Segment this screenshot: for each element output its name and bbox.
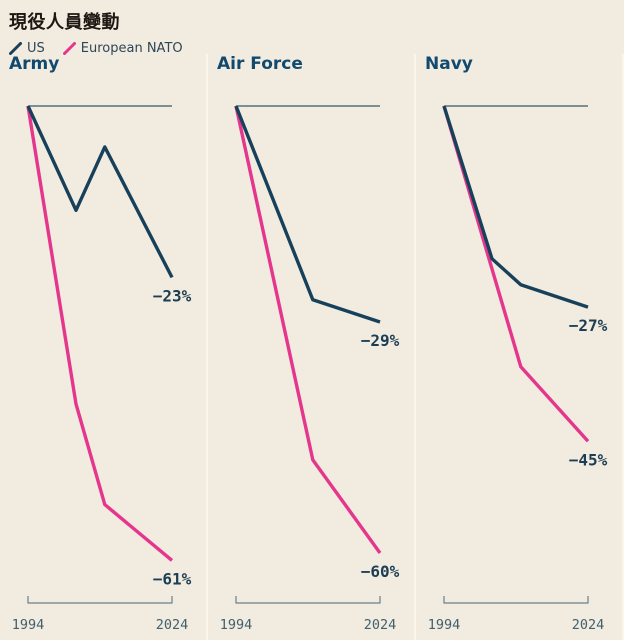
panel-title-air-force: Air Force [217,54,303,74]
x-tick-label-2024: 2024 [156,617,189,633]
end-label-us: −27% [569,316,608,335]
army-chart: −23% −61% 1994 2024 [12,105,192,633]
x-tick-label-1994: 1994 [12,617,45,633]
chart-title: 現役人員變動 [9,12,120,33]
x-tick-label-1994: 1994 [220,617,253,633]
panel-title-army: Army [9,54,60,74]
legend-item-us: US [9,41,45,56]
panel-air-force: Air Force −29% −60% 1994 2024 [208,54,416,640]
line-european-nato [234,105,382,554]
line-european-nato [442,105,590,443]
end-label-us: −29% [361,331,400,350]
navy-chart: −27% −45% 1994 2024 [428,105,608,633]
chart-header: 現役人員變動 US European NATO [0,0,624,56]
legend-label-us: US [27,41,45,56]
panel-army: Army −23% −61% 1994 2024 [0,54,208,640]
line-us [26,105,174,279]
line-us [442,105,589,309]
x-axis [235,596,381,604]
x-tick-label-1994: 1994 [428,617,461,633]
panels-row: Army −23% −61% 1994 2024 Air Force −29% −60%… [0,54,624,640]
x-axis [27,596,173,604]
x-tick-label-2024: 2024 [572,617,605,633]
line-european-nato [26,105,174,562]
air-force-chart: −29% −60% 1994 2024 [220,105,400,633]
legend: US European NATO [9,41,624,56]
nato-line-swatch-icon [62,42,76,55]
legend-label-european-nato: European NATO [80,41,183,56]
end-label-european-nato: −60% [361,562,400,581]
us-line-swatch-icon [9,42,22,55]
legend-item-european-nato: European NATO [62,41,183,56]
panel-title-navy: Navy [425,54,473,74]
end-label-european-nato: −61% [153,569,192,588]
x-axis [443,596,589,604]
line-us [234,105,381,324]
x-tick-label-2024: 2024 [364,617,397,633]
end-label-us: −23% [153,286,192,305]
panel-navy: Navy −27% −45% 1994 2024 [416,54,624,640]
end-label-european-nato: −45% [569,450,608,469]
